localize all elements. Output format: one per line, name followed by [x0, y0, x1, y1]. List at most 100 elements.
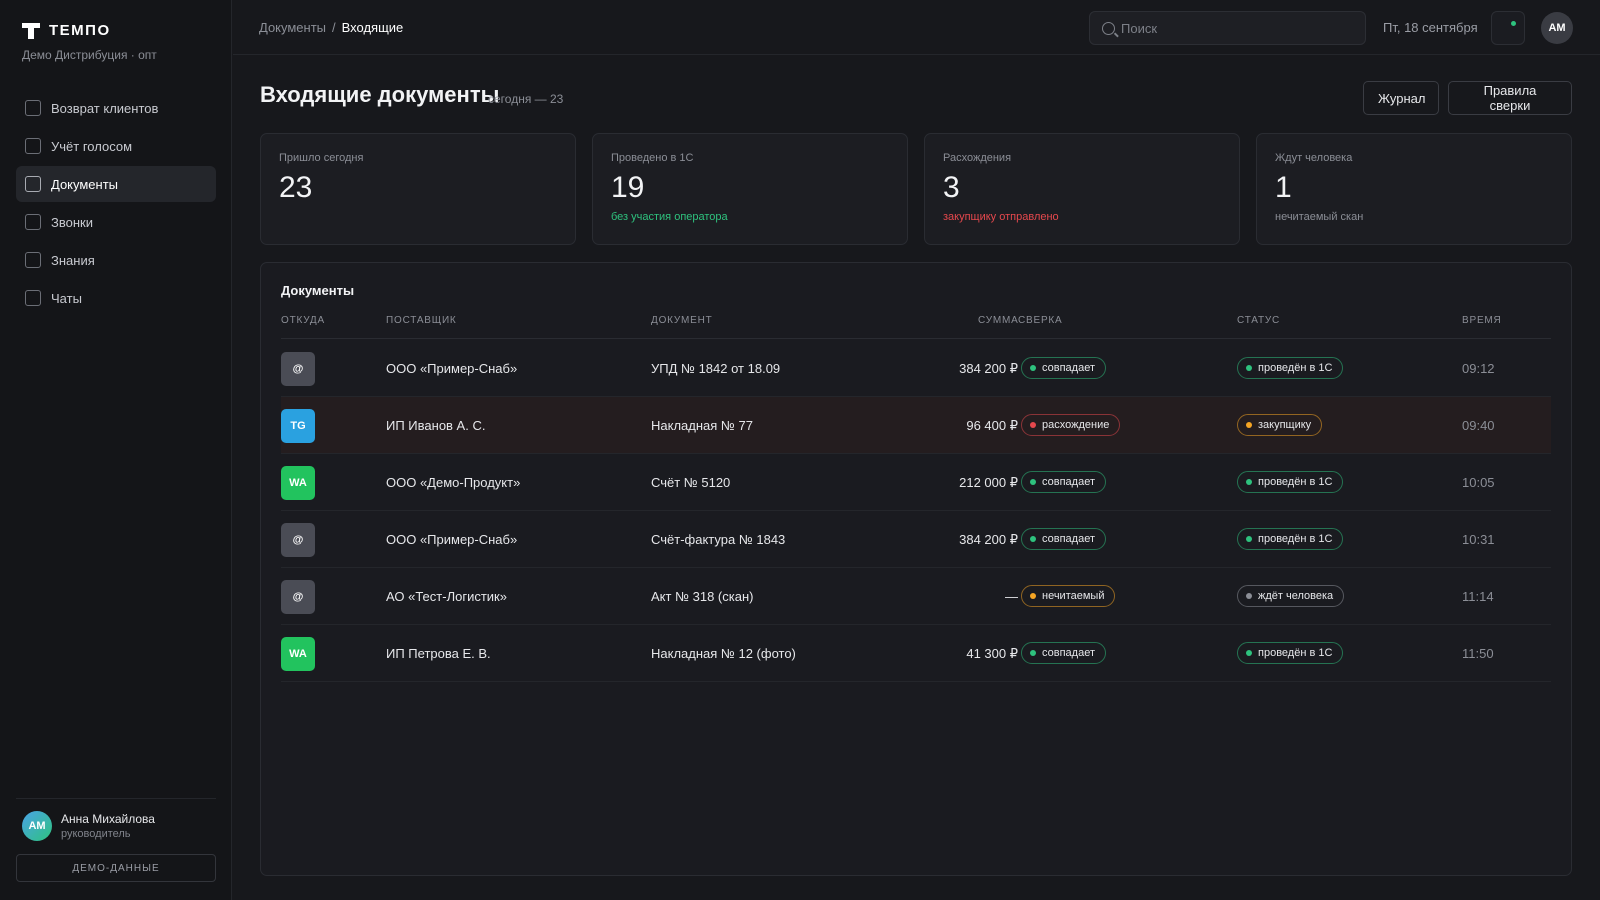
- check-badge-label: нечитаемый: [1042, 590, 1105, 602]
- status-badge-label: проведён в 1С: [1258, 362, 1333, 374]
- col-check: СВЕРКА: [1018, 315, 1063, 326]
- topbar: Документы / Входящие Пт, 18 сентября АМ: [233, 0, 1600, 55]
- notification-dot-icon: [1511, 21, 1516, 26]
- sum-cell: 41 300 ₽: [966, 646, 1018, 661]
- status-dot-icon: [1246, 650, 1252, 656]
- sum-cell: 384 200 ₽: [959, 361, 1018, 376]
- check-badge-label: совпадает: [1042, 476, 1095, 488]
- status-badge: проведён в 1С: [1237, 357, 1344, 379]
- check-badge-label: совпадает: [1042, 362, 1095, 374]
- sum-cell: 212 000 ₽: [959, 475, 1018, 490]
- source-channel-icon: TG: [281, 409, 315, 443]
- sidebar-item[interactable]: Знания: [16, 242, 216, 278]
- nav-item-icon: [25, 290, 41, 306]
- stat-card-value: 23: [279, 171, 313, 204]
- check-badge: совпадает: [1021, 357, 1106, 379]
- stat-card[interactable]: Ждут человека 1 нечитаемый скан: [1256, 133, 1572, 245]
- table-row[interactable]: WA ИП Петрова Е. В. Накладная № 12 (фото) 4…: [281, 625, 1551, 682]
- check-dot-icon: [1030, 422, 1036, 428]
- document-cell: Счёт № 5120: [651, 475, 731, 490]
- nav-item-icon: [25, 176, 41, 192]
- check-badge: расхождение: [1021, 414, 1121, 436]
- table-body: @ ООО «Пример-Снаб» УПД № 1842 от 18.09 384…: [281, 340, 1551, 682]
- col-source: ОТКУДА: [281, 315, 325, 326]
- stat-card[interactable]: Пришло сегодня 23: [260, 133, 576, 245]
- current-date: Пт, 18 сентября: [1383, 20, 1478, 35]
- sidebar-item-label: Знания: [51, 252, 95, 268]
- source-channel-icon: WA: [281, 637, 315, 671]
- panel-title: Документы: [281, 283, 355, 298]
- sidebar-item[interactable]: Чаты: [16, 280, 216, 316]
- organization-name: Демо Дистрибуция · опт: [22, 48, 157, 62]
- documents-panel: Документы ОТКУДА ПОСТАВЩИК ДОКУМЕНТ СУММ…: [260, 262, 1572, 876]
- demo-data-button[interactable]: ДЕМО-ДАННЫЕ: [16, 854, 216, 882]
- supplier-cell: ИП Иванов А. С.: [386, 418, 486, 433]
- sum-cell: 96 400 ₽: [966, 418, 1018, 433]
- page-subtitle: сегодня — 23: [488, 92, 564, 106]
- brand-name: ТЕМПО: [49, 22, 111, 39]
- stat-card-note: закупщику отправлено: [943, 211, 1059, 223]
- sidebar-item-label: Документы: [51, 176, 119, 192]
- table-row[interactable]: @ ООО «Пример-Снаб» УПД № 1842 от 18.09 384…: [281, 340, 1551, 397]
- search-box[interactable]: [1089, 11, 1366, 45]
- check-badge: совпадает: [1021, 528, 1106, 550]
- sidebar-item[interactable]: Документы: [16, 166, 216, 202]
- reconciliation-rules-button[interactable]: Правила сверки: [1448, 81, 1572, 115]
- sidebar-item[interactable]: Звонки: [16, 204, 216, 240]
- time-cell: 10:31: [1462, 532, 1495, 547]
- supplier-cell: АО «Тест-Логистик»: [386, 589, 507, 604]
- table-row[interactable]: @ ООО «Пример-Снаб» Счёт-фактура № 1843 384…: [281, 511, 1551, 568]
- status-badge: ждёт человека: [1237, 585, 1345, 607]
- sidebar-item[interactable]: Учёт голосом: [16, 128, 216, 164]
- source-channel-icon: @: [281, 352, 315, 386]
- stat-cards: Пришло сегодня 23 Проведено в 1С 19 без учас…: [260, 133, 1572, 245]
- table-row[interactable]: WA ООО «Демо-Продукт» Счёт № 5120 212 000 ₽…: [281, 454, 1551, 511]
- status-dot-icon: [1246, 479, 1252, 485]
- search-icon: [1102, 21, 1115, 35]
- user-avatar: АМ: [22, 811, 52, 841]
- status-badge: проведён в 1С: [1237, 471, 1344, 493]
- account-avatar[interactable]: АМ: [1541, 12, 1573, 44]
- nav-item-icon: [25, 214, 41, 230]
- breadcrumb-separator: /: [332, 20, 336, 35]
- breadcrumb-documents[interactable]: Документы: [259, 20, 327, 35]
- search-input[interactable]: [1121, 20, 1341, 36]
- check-dot-icon: [1030, 365, 1036, 371]
- source-channel-icon: WA: [281, 466, 315, 500]
- status-badge-label: проведён в 1С: [1258, 476, 1333, 488]
- notifications-button[interactable]: [1491, 11, 1525, 45]
- col-time: ВРЕМЯ: [1462, 315, 1502, 326]
- table-row[interactable]: TG ИП Иванов А. С. Накладная № 77 96 400 ₽ р…: [281, 397, 1551, 454]
- journal-button[interactable]: Журнал: [1363, 81, 1439, 115]
- supplier-cell: ООО «Пример-Снаб»: [386, 532, 518, 547]
- document-cell: Накладная № 12 (фото): [651, 646, 796, 661]
- user-name: Анна Михайлова: [61, 812, 155, 826]
- status-badge-label: проведён в 1С: [1258, 647, 1333, 659]
- brand[interactable]: ТЕМПО: [22, 22, 111, 39]
- supplier-cell: ООО «Демо-Продукт»: [386, 475, 521, 490]
- time-cell: 11:14: [1462, 589, 1494, 604]
- check-badge: совпадает: [1021, 642, 1106, 664]
- source-channel-icon: @: [281, 523, 315, 557]
- check-badge-label: совпадает: [1042, 647, 1095, 659]
- sidebar-nav: Возврат клиентов Учёт голосом Документы Зво…: [16, 90, 216, 318]
- table-row[interactable]: @ АО «Тест-Логистик» Акт № 318 (скан) — нечи…: [281, 568, 1551, 625]
- stat-card[interactable]: Расхождения 3 закупщику отправлено: [924, 133, 1240, 245]
- sidebar-item-label: Возврат клиентов: [51, 100, 159, 116]
- sum-cell: —: [1005, 589, 1018, 604]
- status-badge: проведён в 1С: [1237, 642, 1344, 664]
- time-cell: 09:12: [1462, 361, 1495, 376]
- sidebar-item[interactable]: Возврат клиентов: [16, 90, 216, 126]
- nav-item-icon: [25, 138, 41, 154]
- document-cell: Накладная № 77: [651, 418, 753, 433]
- stat-card-note: без участия оператора: [611, 211, 728, 223]
- sidebar-item-label: Звонки: [51, 214, 93, 230]
- sidebar-item-label: Учёт голосом: [51, 138, 133, 154]
- nav-item-icon: [25, 100, 41, 116]
- source-channel-icon: @: [281, 580, 315, 614]
- status-dot-icon: [1246, 365, 1252, 371]
- user-profile[interactable]: АМ Анна Михайлова руководитель: [16, 798, 216, 841]
- status-badge: проведён в 1С: [1237, 528, 1344, 550]
- stat-card-label: Пришло сегодня: [279, 152, 364, 164]
- stat-card[interactable]: Проведено в 1С 19 без участия оператора: [592, 133, 908, 245]
